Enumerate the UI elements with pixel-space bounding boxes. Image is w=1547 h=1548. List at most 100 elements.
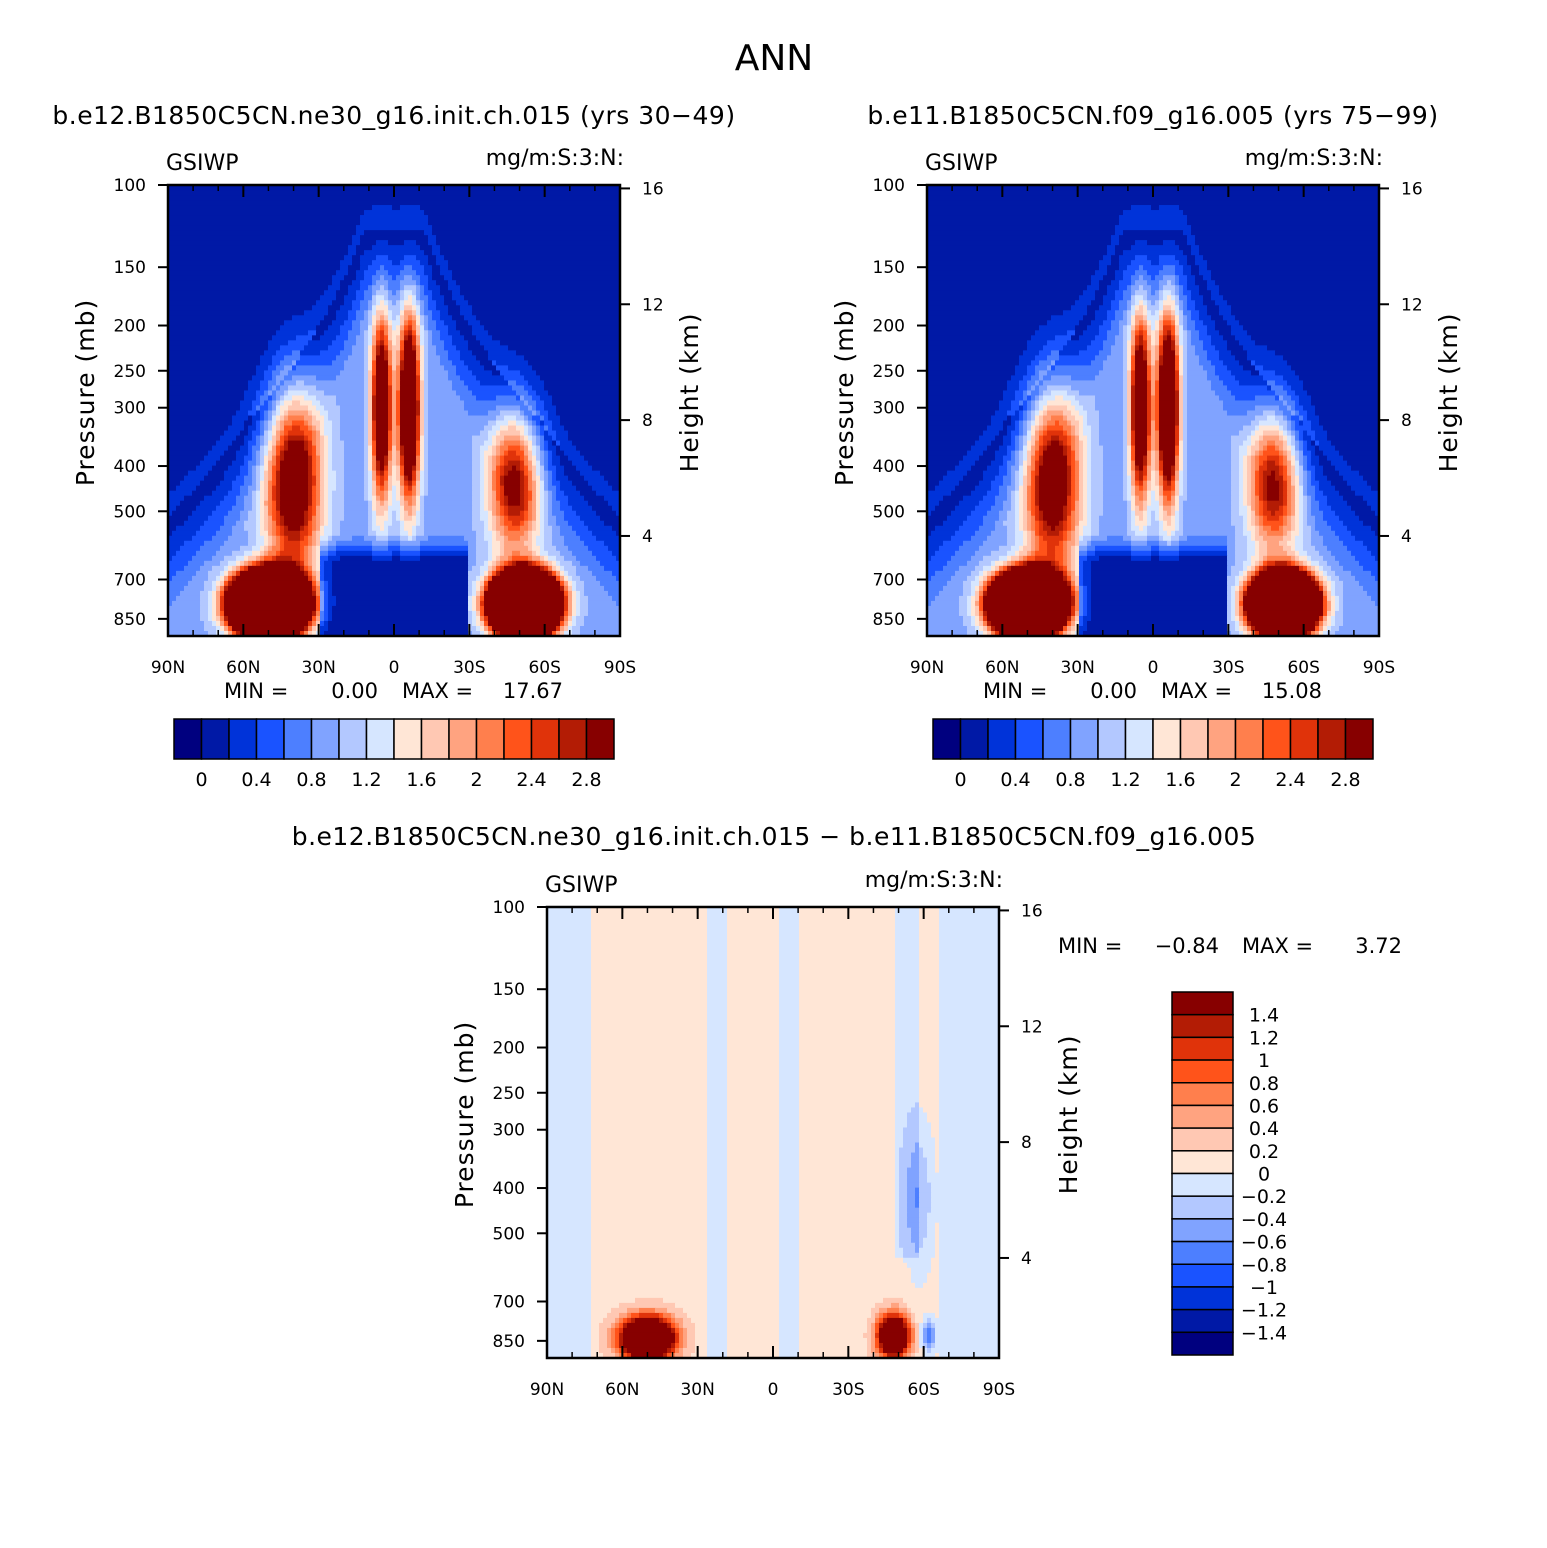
contour-cell — [1191, 245, 1200, 251]
contour-cell — [544, 501, 549, 507]
contour-cell — [1215, 390, 1232, 396]
contour-cell — [1139, 265, 1144, 271]
contour-cell — [276, 556, 293, 562]
contour-cell — [1183, 375, 1188, 381]
contour-cell — [1091, 461, 1104, 467]
contour-cell — [1311, 496, 1316, 502]
contour-cell — [1299, 516, 1304, 522]
contour-cell — [388, 310, 393, 316]
contour-cell — [228, 566, 233, 572]
contour-cell — [368, 426, 373, 432]
contour-cell — [1175, 491, 1180, 497]
contour-cell — [1175, 481, 1180, 487]
contour-cell — [288, 411, 309, 417]
contour-cell — [508, 536, 521, 542]
contour-cell — [963, 456, 980, 462]
contour-cell — [484, 486, 489, 492]
contour-cell — [404, 240, 417, 246]
contour-cell — [1039, 476, 1068, 482]
contour-cell — [1079, 521, 1088, 527]
contour-cell — [1119, 325, 1124, 331]
contour-cell — [336, 355, 349, 361]
contour-cell — [544, 400, 553, 406]
contour-cell — [380, 340, 385, 346]
contour-cell — [1195, 325, 1208, 331]
contour-cell — [372, 355, 377, 361]
contour-cell — [556, 411, 621, 417]
contour-cell — [1151, 260, 1160, 266]
contour-cell — [212, 601, 217, 607]
contour-cell — [1087, 416, 1100, 422]
contour-cell — [168, 476, 185, 482]
contour-cell — [376, 360, 389, 366]
contour-cell — [1283, 486, 1288, 492]
contour-cell — [480, 501, 485, 507]
contour-cell — [560, 576, 565, 582]
contour-cell — [404, 466, 413, 472]
contour-cell — [572, 591, 577, 597]
contour-cell — [1131, 350, 1136, 356]
contour-cell — [396, 411, 401, 417]
contour-cell — [1251, 491, 1256, 497]
contour-cell — [1043, 436, 1052, 442]
contour-cell — [272, 400, 277, 406]
contour-cell — [983, 451, 996, 457]
contour-cell — [480, 616, 485, 622]
contour-cell — [172, 556, 193, 562]
contour-cell — [404, 275, 413, 281]
contour-cell — [540, 491, 545, 497]
contour-cell — [1187, 461, 1232, 467]
contour-cell — [280, 441, 285, 447]
contour-cell — [532, 486, 537, 492]
contour-cell — [1135, 350, 1144, 356]
contour-cell — [1123, 466, 1128, 472]
contour-cell — [1311, 476, 1316, 482]
contour-cell — [400, 355, 405, 361]
contour-cell — [584, 496, 605, 502]
contour-cell — [1111, 320, 1120, 326]
contour-cell — [388, 481, 393, 487]
contour-cell — [264, 476, 269, 482]
contour-cell — [304, 436, 309, 442]
contour-cell — [1267, 466, 1280, 472]
contour-cell — [1143, 511, 1148, 517]
contour-cell — [1147, 501, 1152, 507]
contour-cell — [1251, 436, 1260, 442]
contour-cell — [1247, 491, 1252, 497]
contour-cell — [1115, 270, 1124, 276]
contour-cell — [308, 461, 313, 467]
contour-cell — [424, 491, 429, 497]
contour-cell — [991, 416, 1008, 422]
contour-cell — [1059, 421, 1068, 427]
contour-cell — [1127, 451, 1132, 457]
contour-cell — [304, 566, 309, 572]
contour-cell — [472, 350, 489, 356]
contour-cell — [260, 446, 265, 452]
contour-cell — [324, 576, 333, 582]
contour-cell — [1007, 511, 1016, 517]
contour-cell — [1147, 370, 1152, 376]
contour-cell — [368, 501, 373, 507]
contour-cell — [1003, 481, 1012, 487]
contour-cell — [528, 546, 533, 552]
y-tick-label: 100 — [114, 176, 146, 196]
contour-cell — [224, 596, 317, 602]
contour-cell — [1135, 486, 1140, 492]
contour-cell — [1135, 310, 1144, 316]
contour-cell — [324, 405, 341, 411]
contour-cell — [1151, 405, 1156, 411]
contour-cell — [552, 561, 557, 567]
contour-cell — [1011, 476, 1016, 482]
contour-cell — [480, 431, 489, 437]
contour-cell — [396, 380, 401, 386]
contour-cell — [316, 596, 321, 602]
contour-cell — [1035, 466, 1040, 472]
contour-cell — [528, 360, 621, 366]
contour-cell — [344, 446, 365, 452]
contour-cell — [384, 481, 389, 487]
contour-cell — [460, 310, 473, 316]
contour-cell — [232, 421, 245, 427]
contour-cell — [368, 265, 381, 271]
contour-cell — [1287, 441, 1292, 447]
contour-cell — [484, 501, 489, 507]
